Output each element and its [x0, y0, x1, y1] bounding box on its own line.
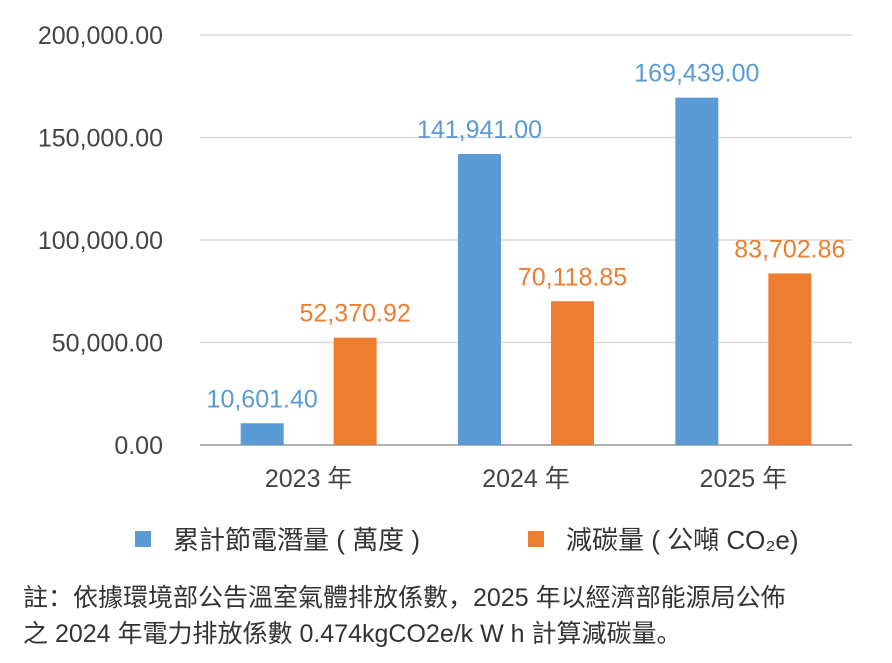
- data-labels: 10,601.40 52,370.92 141,941.00 70,118.85 169…: [207, 60, 846, 414]
- x-tick-label: 2024 年: [482, 465, 570, 493]
- bar: [675, 97, 719, 445]
- data-label: 83,702.86: [734, 235, 845, 263]
- bars: [240, 97, 812, 446]
- bar: [551, 301, 594, 445]
- legend-swatch-carbon: [528, 530, 544, 547]
- data-label: 52,370.92: [300, 300, 411, 328]
- footnote: 註：依據環境部公告溫室氣體排放係數，2025 年以經濟部能源局公佈 之 2024…: [23, 580, 883, 652]
- bar: [333, 337, 377, 445]
- y-tick-label: 200,000.00: [38, 22, 163, 50]
- data-label: 169,439.00: [634, 60, 759, 88]
- legend-label-carbon: 減碳量 ( 公噸 CO₂e): [566, 525, 799, 555]
- y-tick-label: 50,000.00: [52, 330, 163, 358]
- footnote-line-1: 註：依據環境部公告溫室氣體排放係數，2025 年以經濟部能源局公佈: [23, 584, 786, 612]
- data-label: 141,941.00: [417, 116, 542, 144]
- data-label: 70,118.85: [518, 263, 627, 291]
- y-tick-label: 150,000.00: [38, 125, 163, 153]
- legend-item-carbon: 減碳量 ( 公噸 CO₂e): [528, 520, 799, 557]
- y-axis-ticks: 0.00 50,000.00 100,000.00 150,000.00 200,000…: [38, 22, 163, 460]
- y-tick-label: 0.00: [114, 432, 163, 460]
- legend-item-energy: 累計節電潛量 ( 萬度 ): [135, 520, 420, 557]
- bar: [768, 273, 812, 445]
- bar: [240, 423, 284, 445]
- legend-label-energy: 累計節電潛量 ( 萬度 ): [173, 525, 420, 555]
- y-tick-label: 100,000.00: [38, 227, 163, 255]
- legend: 累計節電潛量 ( 萬度 ) 減碳量 ( 公噸 CO₂e): [0, 520, 892, 560]
- gridlines: [200, 34, 852, 446]
- data-label: 10,601.40: [207, 385, 318, 413]
- x-tick-label: 2025 年: [700, 465, 788, 493]
- legend-swatch-energy: [135, 530, 151, 547]
- bar-chart: 0.00 50,000.00 100,000.00 150,000.00 200,000…: [38, 22, 852, 493]
- x-axis-ticks: 2023 年 2024 年 2025 年: [265, 465, 787, 493]
- x-tick-label: 2023 年: [265, 465, 353, 493]
- footnote-line-2: 之 2024 年電力排放係數 0.474kgCO2e/k W h 計算減碳量。: [23, 620, 682, 648]
- bar: [458, 154, 501, 446]
